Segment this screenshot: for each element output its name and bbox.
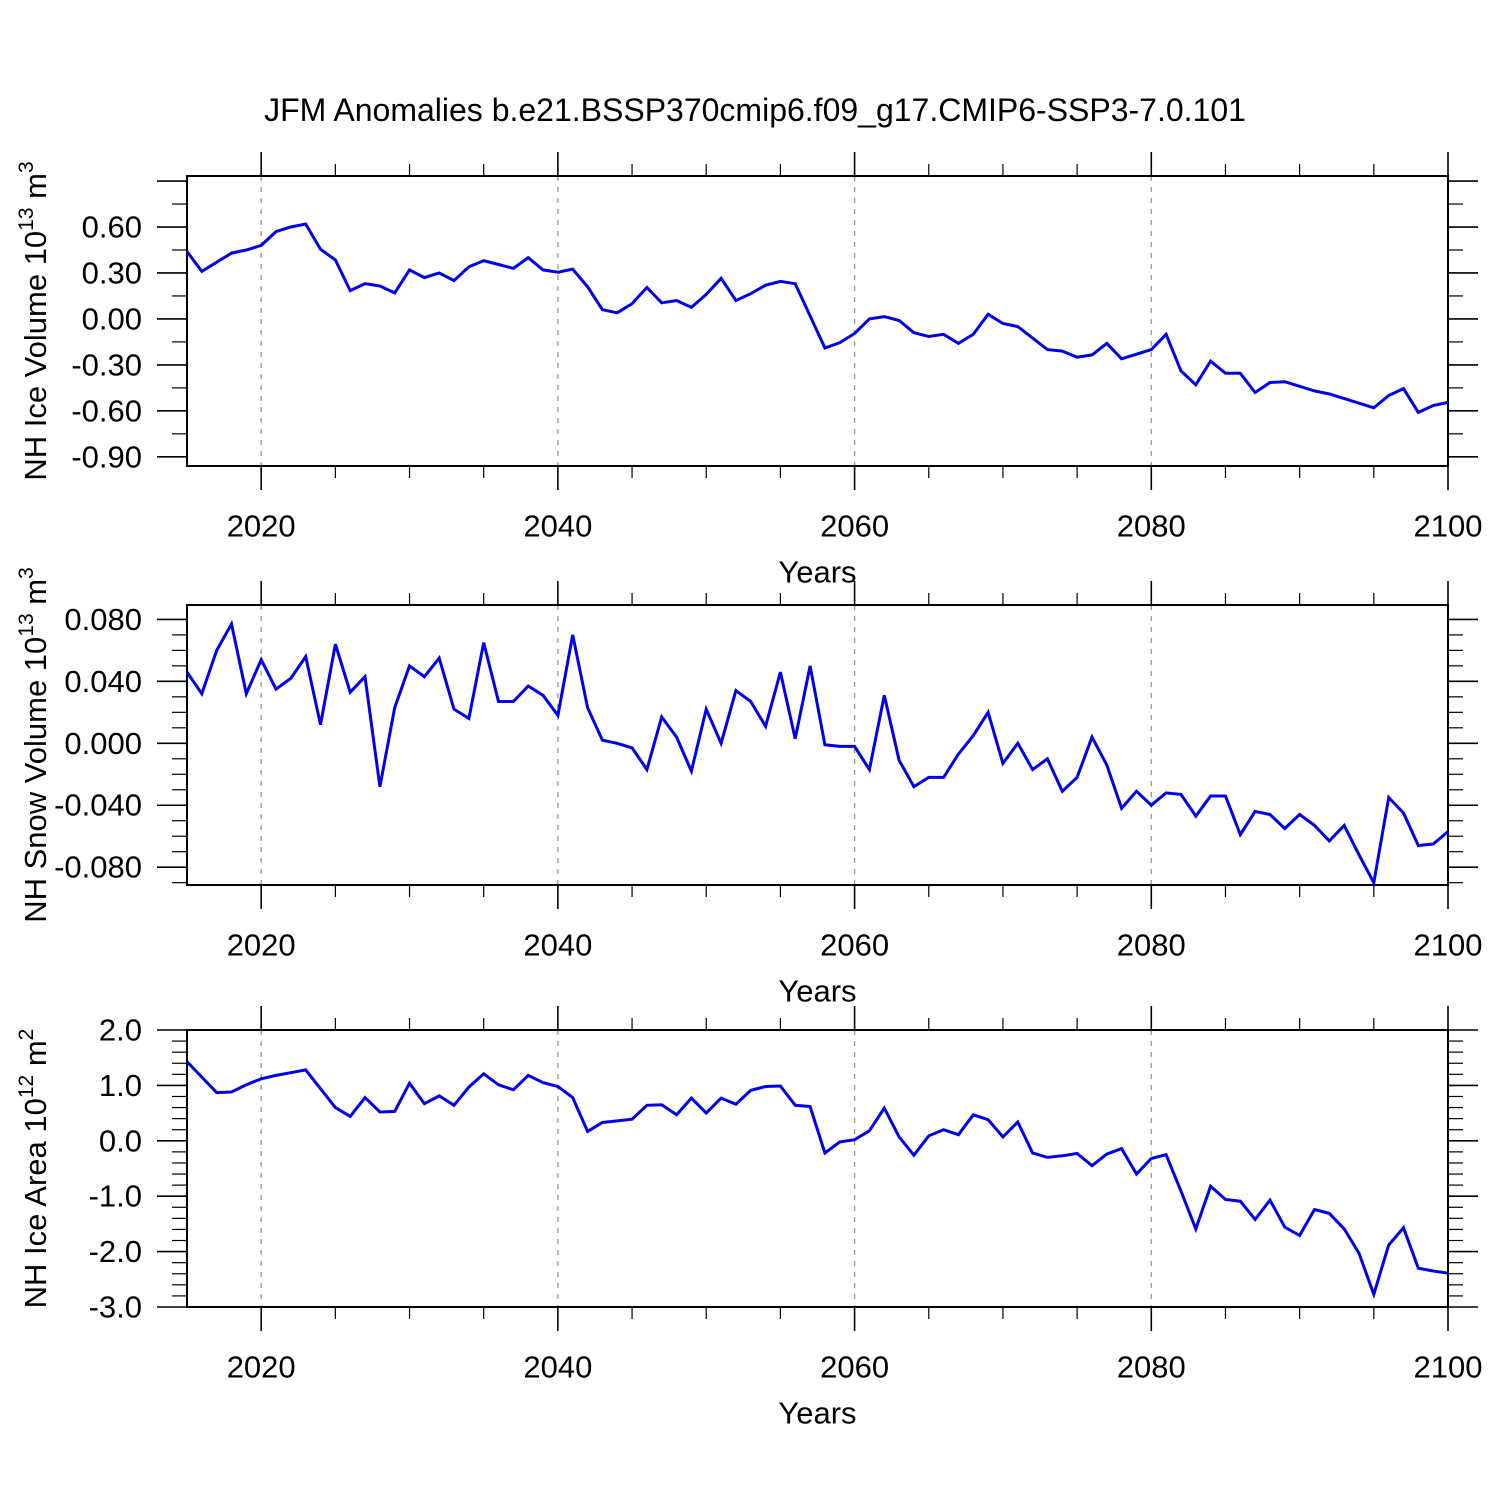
y-ticks xyxy=(157,618,1478,884)
y-ticks xyxy=(157,1029,1478,1308)
chart-1: 2020 2040 2060 2080 2100 Years 0.60 0.30 0.00 -0.… xyxy=(15,152,1482,590)
charts: 2020 2040 2060 2080 2100 Years 0.60 0.30 0.00 -0.… xyxy=(15,152,1482,1431)
y-axis-label: NH Ice Volume 1013 m3 xyxy=(15,161,53,480)
x-tick-label: 2060 xyxy=(820,509,889,544)
y-tick-label: 0.30 xyxy=(82,255,142,290)
plot-frame xyxy=(186,604,1449,886)
y-ticks xyxy=(157,180,1478,458)
y-tick-label: 2.0 xyxy=(99,1013,142,1048)
data-line xyxy=(185,222,1449,415)
x-tick-label: 2020 xyxy=(227,509,296,544)
x-tick-label: 2100 xyxy=(1414,509,1483,544)
data-line xyxy=(185,1060,1449,1300)
x-tick-label: 2100 xyxy=(1414,928,1483,963)
x-axis-label: Years xyxy=(778,974,856,1009)
x-ticks xyxy=(260,1006,1449,1331)
y-tick-labels: 2.0 1.0 0.0 -1.0 -2.0 -3.0 xyxy=(89,1013,142,1325)
x-tick-labels: 2020 2040 2060 2080 2100 xyxy=(227,1350,1483,1385)
x-gridlines xyxy=(260,1030,1152,1307)
x-axis-label: Years xyxy=(778,555,856,590)
y-axis-label: NH Ice Area 1012 m2 xyxy=(15,1029,53,1309)
y-tick-label: -0.30 xyxy=(71,347,142,382)
data-line xyxy=(185,619,1449,888)
y-tick-label: 0.000 xyxy=(64,726,142,761)
y-tick-label: 1.0 xyxy=(99,1068,142,1103)
x-tick-label: 2080 xyxy=(1117,509,1186,544)
x-tick-label: 2080 xyxy=(1117,1350,1186,1385)
x-tick-label: 2060 xyxy=(820,928,889,963)
x-tick-labels: 2020 2040 2060 2080 2100 xyxy=(227,928,1483,963)
x-tick-label: 2040 xyxy=(523,509,592,544)
y-tick-label: -3.0 xyxy=(89,1290,142,1325)
figure-title: JFM Anomalies b.e21.BSSP370cmip6.f09_g17… xyxy=(264,92,1246,128)
x-gridlines xyxy=(260,176,1152,466)
y-tick-label: 0.00 xyxy=(82,301,142,336)
y-tick-label: 0.60 xyxy=(82,210,142,245)
x-tick-label: 2020 xyxy=(227,1350,296,1385)
y-tick-label: 0.080 xyxy=(64,602,142,637)
x-tick-label: 2100 xyxy=(1414,1350,1483,1385)
y-tick-label: -1.0 xyxy=(89,1179,142,1214)
plot-frame xyxy=(186,175,1449,467)
y-tick-label: -2.0 xyxy=(89,1234,142,1269)
x-tick-label: 2080 xyxy=(1117,928,1186,963)
chart-2: 2020 2040 2060 2080 2100 Years 0.080 0.040 0.000… xyxy=(15,567,1482,1008)
y-tick-label: 0.0 xyxy=(99,1123,142,1158)
x-gridlines xyxy=(260,605,1152,885)
x-tick-label: 2060 xyxy=(820,1350,889,1385)
x-ticks xyxy=(260,152,1449,490)
x-tick-label: 2040 xyxy=(523,928,592,963)
y-tick-label: -0.040 xyxy=(54,788,142,823)
x-axis-label: Years xyxy=(778,1396,856,1431)
plot-frame xyxy=(186,1029,1449,1308)
x-tick-labels: 2020 2040 2060 2080 2100 xyxy=(227,509,1483,544)
x-tick-label: 2020 xyxy=(227,928,296,963)
y-tick-label: -0.080 xyxy=(54,850,142,885)
x-ticks xyxy=(260,581,1449,909)
y-axis-label: NH Snow Volume 1013 m3 xyxy=(15,567,53,923)
y-tick-label: -0.90 xyxy=(71,439,142,474)
y-tick-labels: 0.60 0.30 0.00 -0.30 -0.60 -0.90 xyxy=(71,210,142,475)
y-tick-label: 0.040 xyxy=(64,664,142,699)
y-tick-labels: 0.080 0.040 0.000 -0.040 -0.080 xyxy=(54,602,142,885)
y-tick-label: -0.60 xyxy=(71,393,142,428)
chart-3: 2020 2040 2060 2080 2100 Years 2.0 1.0 0.0 -1.0 -2… xyxy=(15,1006,1482,1431)
x-tick-label: 2040 xyxy=(523,1350,592,1385)
